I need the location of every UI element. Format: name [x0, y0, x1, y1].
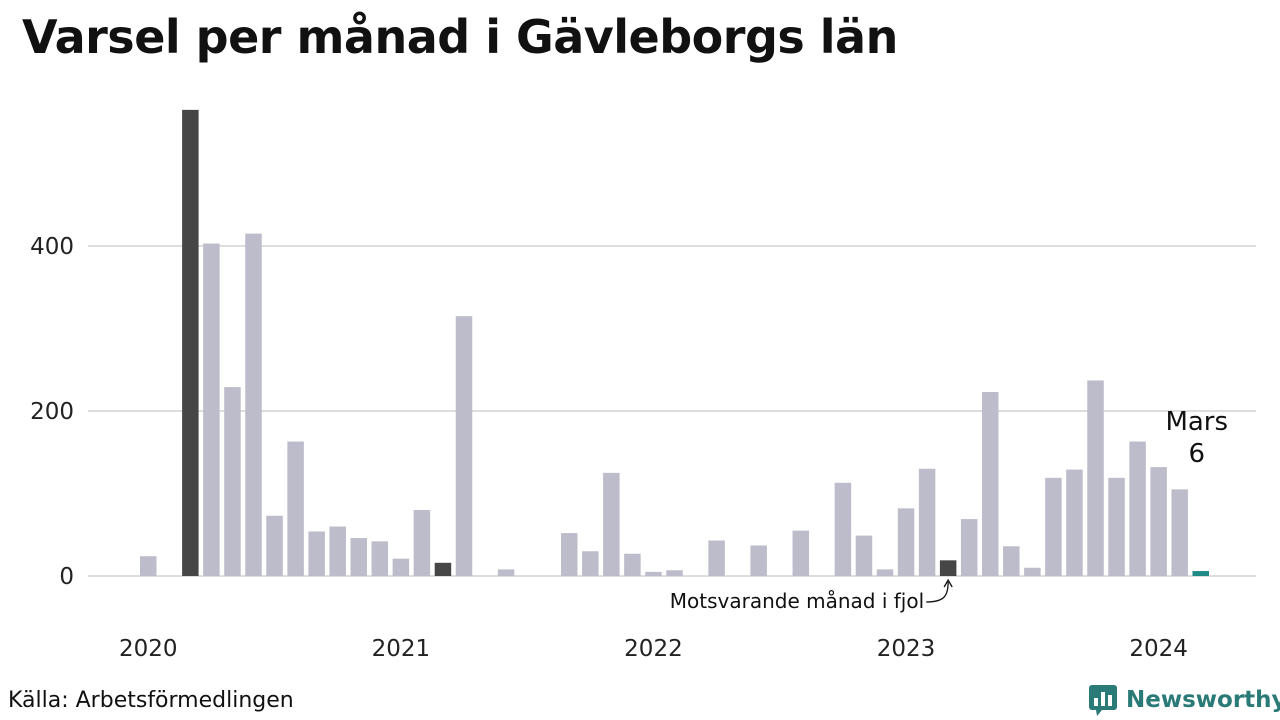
bar-2020-08	[287, 441, 304, 576]
x-axis-ticks: 2020 2021 2022 2023 2024	[119, 636, 1188, 662]
bar-2022-08	[792, 530, 810, 576]
x-tick-label: 2021	[372, 636, 431, 662]
current-month-label: Mars	[1165, 407, 1228, 437]
bar-2021-11	[603, 472, 620, 576]
bar-2022-12	[876, 569, 894, 576]
y-tick-label: 200	[30, 399, 74, 425]
bar-2021-12	[624, 553, 641, 576]
newsworthy-logo-icon	[1089, 685, 1117, 716]
y-axis-ticks: 0 200 400	[30, 234, 74, 590]
bar-2021-01	[392, 558, 410, 576]
bar-2022-01	[645, 571, 662, 576]
bar-2022-06	[750, 545, 767, 576]
bar-2021-10	[582, 551, 599, 576]
bar-2023-02	[918, 468, 936, 576]
bar-2021-09	[561, 533, 578, 576]
bar-2022-10	[834, 482, 852, 576]
annotation-arrowhead	[943, 578, 953, 588]
bar-2023-11	[1108, 477, 1125, 576]
y-tick-label: 400	[30, 234, 74, 260]
bar-2020-05	[224, 387, 241, 576]
bar-2020-09	[308, 531, 325, 576]
bar-2023-01	[897, 508, 915, 576]
bar-2023-10	[1087, 380, 1104, 576]
bar-2021-04	[455, 316, 473, 576]
bar-2021-06	[497, 569, 515, 576]
bar-2022-11	[855, 535, 873, 576]
bar-2024-03	[1192, 571, 1209, 576]
x-tick-label: 2022	[624, 636, 683, 662]
bar-2020-03	[182, 109, 199, 576]
brand-logo: Newsworthy	[1088, 684, 1280, 716]
x-tick-label: 2023	[877, 636, 936, 662]
brand-name: Newsworthy	[1126, 687, 1280, 713]
bar-2020-06	[245, 233, 262, 576]
bar-2023-05	[982, 392, 999, 576]
bar-2024-02	[1171, 489, 1188, 576]
bar-2021-03	[434, 562, 452, 576]
bar-2023-06	[1003, 546, 1020, 576]
bars	[140, 109, 1209, 576]
bar-2023-12	[1129, 441, 1146, 576]
bar-2020-11	[350, 538, 367, 576]
bar-2020-07	[266, 515, 283, 576]
bar-2023-08	[1045, 477, 1062, 576]
bar-2020-04	[203, 243, 220, 576]
bar-2023-07	[1024, 567, 1041, 576]
bar-2020-10	[329, 526, 346, 576]
y-tick-label: 0	[59, 564, 74, 590]
bar-2023-09	[1066, 469, 1083, 576]
bar-2024-01	[1150, 467, 1167, 576]
bar-2020-12	[371, 541, 389, 576]
x-tick-label: 2024	[1129, 636, 1188, 662]
annotation-arrow	[926, 581, 949, 603]
bar-2022-02	[666, 570, 683, 576]
x-tick-label: 2020	[119, 636, 178, 662]
bar-2021-02	[413, 510, 431, 576]
last-year-annotation: Motsvarande månad i fjol	[670, 589, 924, 613]
chart-title: Varsel per månad i Gävleborgs län	[22, 10, 898, 64]
bar-2023-03	[939, 560, 957, 576]
current-value-label: 6	[1188, 439, 1205, 469]
bar-2022-04	[708, 540, 725, 576]
bar-2020-01	[140, 556, 157, 576]
source-note: Källa: Arbetsförmedlingen	[8, 688, 294, 713]
bar-2023-04	[960, 519, 978, 576]
